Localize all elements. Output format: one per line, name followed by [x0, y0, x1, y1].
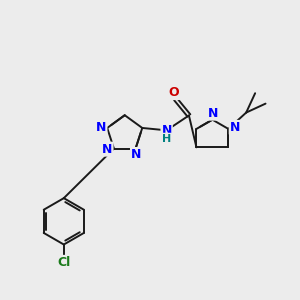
- Text: N: N: [96, 121, 106, 134]
- Text: H: H: [162, 134, 171, 144]
- Text: O: O: [169, 86, 179, 99]
- Text: N: N: [161, 124, 172, 137]
- Text: N: N: [102, 143, 112, 156]
- Text: N: N: [131, 148, 141, 161]
- Text: N: N: [230, 121, 240, 134]
- Text: N: N: [208, 106, 218, 120]
- Text: Cl: Cl: [57, 256, 70, 269]
